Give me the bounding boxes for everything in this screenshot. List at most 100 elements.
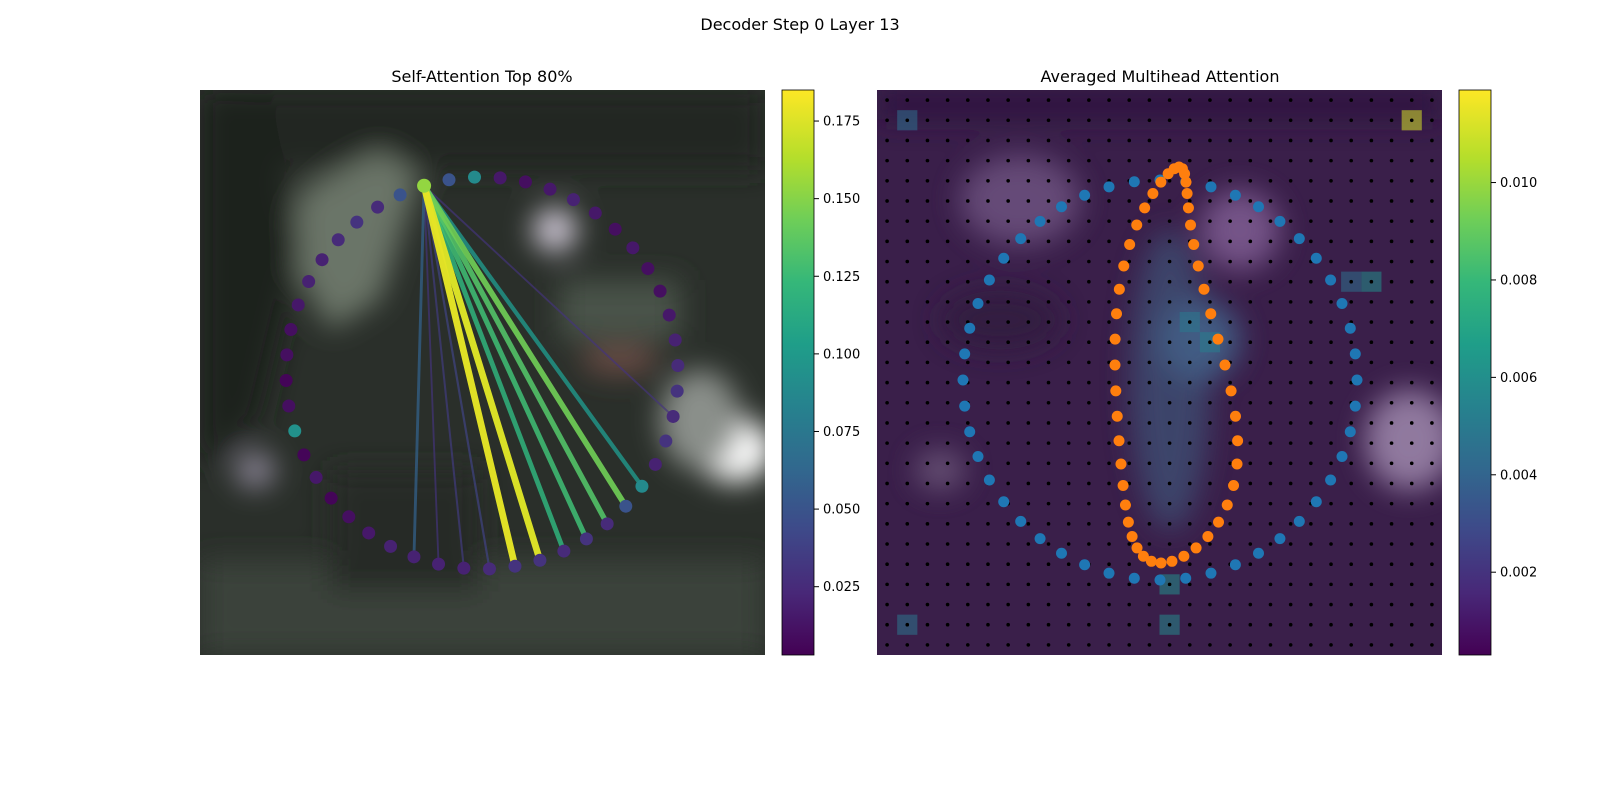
grid-dot <box>925 643 930 647</box>
grid-dot <box>1430 158 1434 163</box>
grid-dot <box>1026 239 1031 244</box>
grid-dot <box>1389 179 1394 183</box>
contour-point <box>288 424 302 438</box>
grid-dot <box>1167 421 1172 425</box>
grid-dot <box>945 340 950 345</box>
grid-dot <box>1268 259 1273 264</box>
grid-dot <box>1349 118 1353 123</box>
grid-dot <box>986 582 990 587</box>
grid-dot <box>1147 179 1152 183</box>
grid-dot <box>1066 522 1071 526</box>
inner-contour-point <box>1139 202 1151 214</box>
grid-dot <box>945 179 950 183</box>
grid-dot <box>1107 441 1111 445</box>
grid-dot <box>1046 199 1051 203</box>
grid-dot <box>945 219 950 223</box>
contour-point <box>282 399 296 413</box>
grid-dot <box>1107 622 1111 627</box>
grid-dot <box>1309 340 1313 345</box>
inner-contour-point <box>1232 435 1244 447</box>
grid-dot <box>1026 380 1031 385</box>
grid-dot <box>1147 380 1152 385</box>
grid-dot <box>1228 300 1232 304</box>
attention-edge <box>421 183 610 527</box>
grid-dot <box>966 582 970 587</box>
grid-dot <box>1349 542 1353 546</box>
inner-contour-point <box>1190 542 1202 554</box>
grid-dot <box>1309 421 1313 425</box>
grid-dot <box>1127 421 1132 425</box>
background-photo <box>200 90 765 655</box>
grid-dot <box>1369 320 1374 324</box>
grid-dot <box>1349 179 1353 183</box>
grid-dot <box>1309 643 1313 647</box>
grid-dot <box>1167 360 1172 365</box>
grid-dot <box>1430 320 1434 324</box>
grid-dot <box>986 98 990 102</box>
grid-dot <box>1369 461 1374 466</box>
grid-dot <box>1046 400 1051 405</box>
grid-dot <box>1228 400 1232 405</box>
grid-dot <box>1147 279 1152 284</box>
grid-dot <box>1046 360 1051 365</box>
grid-dot <box>1430 562 1434 566</box>
colorbar-tick-label: 0.175 <box>823 115 860 130</box>
grid-dot <box>1147 300 1152 304</box>
grid-dot <box>885 380 889 385</box>
grid-dot <box>1228 158 1232 163</box>
grid-dot <box>945 562 950 566</box>
grid-dot <box>1309 400 1313 405</box>
grid-dot <box>1167 501 1172 506</box>
grid-dot <box>1167 582 1172 587</box>
outer-contour-point <box>957 374 969 386</box>
grid-dot <box>925 562 930 566</box>
grid-dot <box>1046 501 1051 506</box>
inner-contour-point <box>1212 333 1224 345</box>
grid-dot <box>925 239 930 244</box>
inner-contour-point <box>1155 176 1167 188</box>
grid-dot <box>1066 259 1071 264</box>
grid-dot <box>1026 138 1031 143</box>
contour-point <box>641 262 655 276</box>
grid-dot <box>1127 380 1132 385</box>
grid-dot <box>966 340 970 345</box>
grid-dot <box>905 643 910 647</box>
grid-dot <box>1107 98 1111 102</box>
grid-dot <box>1288 259 1293 264</box>
grid-dot <box>885 118 889 123</box>
grid-dot <box>986 118 990 123</box>
grid-dot <box>905 279 910 284</box>
grid-dot <box>1369 400 1374 405</box>
contour-point <box>432 557 446 571</box>
attention-edge <box>423 184 675 418</box>
inner-contour-point <box>1119 499 1131 511</box>
grid-dot <box>1026 98 1031 102</box>
grid-dot <box>925 219 930 223</box>
outer-contour-point <box>1128 572 1140 584</box>
outer-contour-point <box>1103 181 1115 193</box>
grid-dot <box>945 421 950 425</box>
grid-dot <box>1309 179 1313 183</box>
grid-dot <box>1369 360 1374 365</box>
contour-point <box>668 333 682 347</box>
grid-dot <box>1167 118 1172 123</box>
grid-dot <box>905 138 910 143</box>
grid-dot <box>1167 380 1172 385</box>
grid-dot <box>1087 239 1091 244</box>
grid-dot <box>1409 400 1414 405</box>
grid-dot <box>1167 98 1172 102</box>
grid-dot <box>945 602 950 607</box>
contour-point <box>508 559 522 573</box>
grid-dot <box>925 501 930 506</box>
grid-dot <box>1389 562 1394 566</box>
inner-contour-point <box>1188 238 1200 250</box>
grid-dot <box>945 481 950 486</box>
grid-dot <box>1127 461 1132 466</box>
grid-dot <box>1228 602 1232 607</box>
colorbar-tick-label: 0.025 <box>823 580 860 595</box>
grid-dot <box>1409 179 1414 183</box>
attention-edge <box>412 184 426 559</box>
grid-dot <box>1208 259 1212 264</box>
grid-dot <box>1066 158 1071 163</box>
